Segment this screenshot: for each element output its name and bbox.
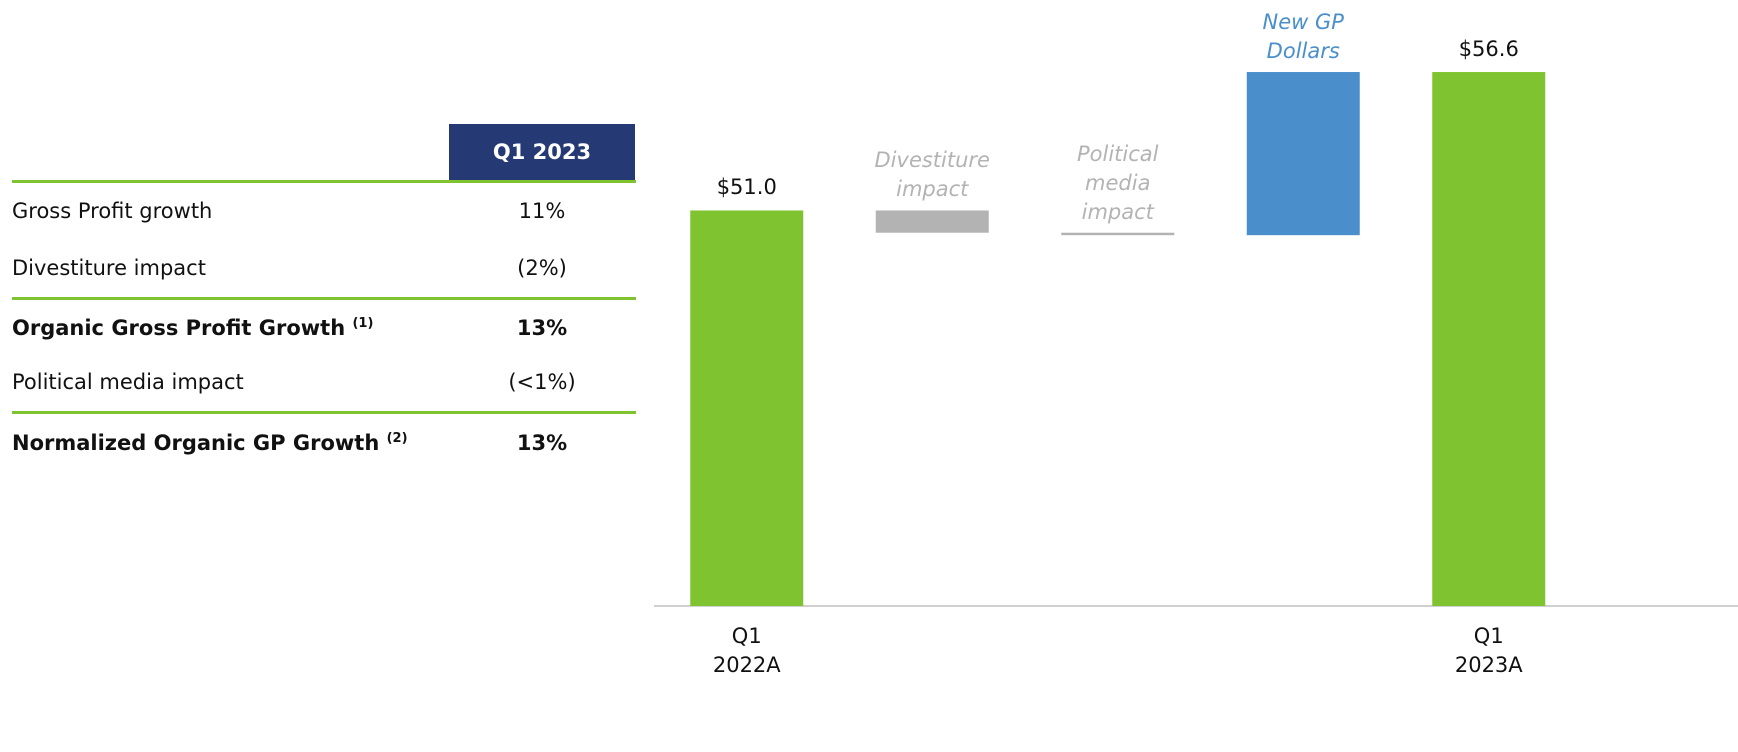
category-label: Divestiture impact bbox=[874, 148, 990, 202]
header-rule bbox=[12, 180, 636, 183]
row-value: 11% bbox=[518, 198, 566, 223]
bar bbox=[690, 210, 804, 606]
category-label: New GP Dollars bbox=[1262, 10, 1344, 64]
row-label-text: Political media impact bbox=[12, 370, 244, 395]
bar bbox=[1246, 72, 1360, 236]
row-label-text: Organic Gross Profit Growth bbox=[12, 316, 346, 341]
bar bbox=[1432, 72, 1546, 606]
row-value: (2%) bbox=[517, 255, 567, 280]
row-value: 13% bbox=[516, 316, 568, 341]
table-row: Organic Gross Profit Growth (1) 13% bbox=[12, 296, 636, 357]
table-row: Divestiture impact (2%) bbox=[12, 239, 636, 296]
row-label: Gross Profit growth bbox=[12, 199, 212, 223]
bar bbox=[1061, 232, 1175, 236]
row-value: 13% bbox=[516, 430, 568, 455]
category-label: Political media impact bbox=[1077, 141, 1159, 224]
row-label: Organic Gross Profit Growth (1) bbox=[12, 316, 373, 340]
bar bbox=[875, 210, 989, 233]
table-row: Gross Profit growth 11% bbox=[12, 182, 636, 239]
row-label-text: Normalized Organic GP Growth bbox=[12, 430, 380, 455]
row-label-text: Divestiture impact bbox=[12, 255, 206, 280]
category-label: Q1 2022A bbox=[712, 624, 781, 677]
table-row: Political media impact (<1%) bbox=[12, 354, 636, 411]
footnote-ref: (2) bbox=[386, 430, 408, 446]
row-label: Divestiture impact bbox=[12, 256, 206, 280]
value-label: $56.6 bbox=[1458, 37, 1519, 62]
row-value: (<1%) bbox=[508, 370, 576, 395]
footnote-ref: (1) bbox=[352, 316, 374, 332]
row-label: Normalized Organic GP Growth (2) bbox=[12, 431, 408, 455]
table-row: Normalized Organic GP Growth (2) 13% bbox=[12, 411, 636, 471]
value-label: $51.0 bbox=[716, 175, 777, 200]
category-label: Q1 2023A bbox=[1454, 624, 1523, 677]
row-label: Political media impact bbox=[12, 370, 244, 394]
row-label-text: Gross Profit growth bbox=[12, 198, 213, 223]
